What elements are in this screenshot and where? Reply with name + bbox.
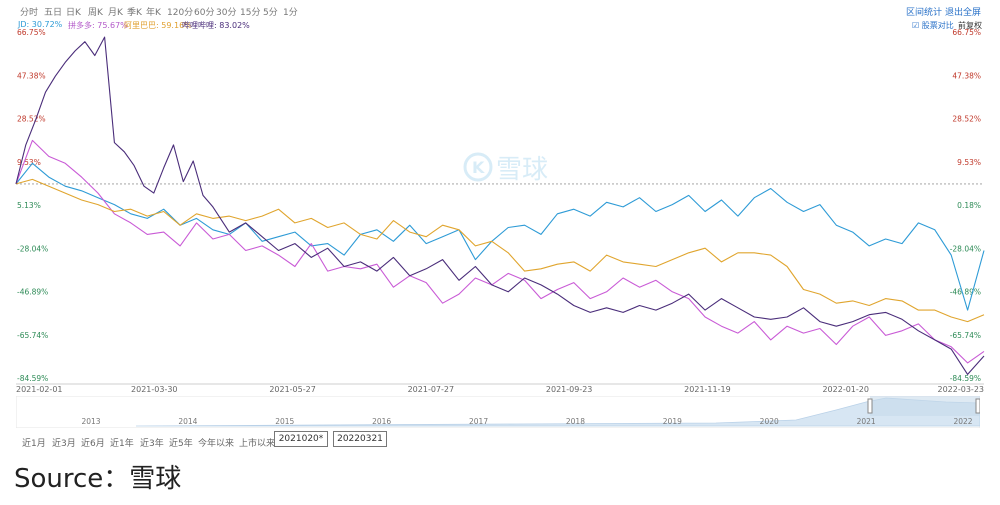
series-line-哔哩哔哩 xyxy=(15,36,985,375)
y-tick-label-left: 5.13% xyxy=(17,201,41,210)
legend-label-jd: JD xyxy=(18,20,27,29)
navigator-year-label: 2021 xyxy=(857,417,876,426)
period-tab-yearly[interactable]: 年K xyxy=(146,8,161,18)
x-tick-label: 2021-07-27 xyxy=(408,385,455,394)
legend-label-pdd: 拼多多 xyxy=(68,21,92,30)
x-axis: 2021-02-01 2021-03-30 2021-05-27 2021-07-27… xyxy=(16,385,984,394)
x-tick-label: 2022-01-20 xyxy=(822,385,869,394)
navigator-selection[interactable] xyxy=(870,396,980,416)
y-tick-label-left: 47.38% xyxy=(17,71,46,80)
navigator-year-label: 2018 xyxy=(566,417,585,426)
period-tab-5day[interactable]: 五日 xyxy=(44,8,63,18)
period-tab-daily[interactable]: 日K xyxy=(66,8,81,18)
navigator-year-label: 2017 xyxy=(469,417,488,426)
range-1y-button[interactable]: 近1年 xyxy=(110,439,134,449)
navigator-year-label: 2019 xyxy=(663,417,682,426)
watermark-text: 雪球 xyxy=(496,155,548,185)
checkbox-icon: ☑ xyxy=(912,21,922,30)
comparison-chart: K 雪球 66.75% 47.38% 28.52% 9.53% 5.13% -28.04%… xyxy=(15,28,985,394)
y-tick-label-right: 47.38% xyxy=(952,71,981,80)
period-tab-quarterly[interactable]: 季K xyxy=(127,8,142,18)
period-toolbar: 分时 五日 日K 周K 月K 季K 年K 120分 60分 30分 15分 5分… xyxy=(0,0,1000,18)
navigator-year-label: 2020 xyxy=(760,417,779,426)
legend-label-baba: 阿里巴巴 xyxy=(124,21,156,30)
y-tick-label-left: 66.75% xyxy=(17,28,46,37)
period-tab-weekly[interactable]: 周K xyxy=(88,8,103,18)
range-3m-button[interactable]: 近3月 xyxy=(52,439,76,449)
series-line-拼多多 xyxy=(15,139,985,364)
start-date-input[interactable]: 2021020* xyxy=(274,431,328,447)
watermark: K 雪球 xyxy=(463,152,548,185)
period-tab-120min[interactable]: 120分 xyxy=(167,8,194,18)
x-tick-label: 2021-02-01 xyxy=(16,385,63,394)
series-lines xyxy=(15,36,985,375)
y-tick-label-left: -84.59% xyxy=(17,374,48,383)
period-tab-5min[interactable]: 5分 xyxy=(263,8,278,18)
period-tab-30min[interactable]: 30分 xyxy=(216,8,237,18)
y-tick-label-right: 66.75% xyxy=(952,28,981,37)
end-date-input[interactable]: 20220321 xyxy=(333,431,387,447)
navigator-year-label: 2015 xyxy=(275,417,294,426)
period-tab-monthly[interactable]: 月K xyxy=(108,8,123,18)
y-tick-label-right: -28.04% xyxy=(950,244,981,253)
compare-toggle[interactable]: ☑ 股票对比 xyxy=(912,20,954,31)
range-1m-button[interactable]: 近1月 xyxy=(22,439,46,449)
legend-value-baba: 59.16% xyxy=(161,21,192,30)
x-tick-label: 2021-09-23 xyxy=(546,385,593,394)
xueqiu-logo-icon xyxy=(463,152,493,182)
period-tab-intraday[interactable]: 分时 xyxy=(20,8,39,18)
navigator-year-label: 2013 xyxy=(81,417,100,426)
y-tick-label-right: -46.89% xyxy=(950,288,981,297)
range-5y-button[interactable]: 近5年 xyxy=(169,439,193,449)
x-tick-label: 2021-05-27 xyxy=(269,385,316,394)
x-tick-label: 2022-03-23 xyxy=(938,385,985,394)
y-axis-left: 66.75% 47.38% 28.52% 9.53% 5.13% -28.04% -46.8… xyxy=(17,28,48,383)
navigator-chart: 2013 2014 2015 2016 2017 2018 2019 2020 2021 2022 xyxy=(15,395,981,429)
navigator-year-label: 2016 xyxy=(372,417,391,426)
y-tick-label-left: -46.89% xyxy=(17,288,48,297)
y-tick-label-right: 28.52% xyxy=(952,115,981,124)
x-tick-label: 2021-11-19 xyxy=(684,385,731,394)
y-tick-label-right: 0.18% xyxy=(957,201,981,210)
legend-label-bili: 哔哩哔哩 xyxy=(182,21,214,30)
navigator-right-handle[interactable] xyxy=(975,398,981,414)
range-ytd-button[interactable]: 今年以来 xyxy=(198,439,235,449)
period-tab-1min[interactable]: 1分 xyxy=(283,8,298,18)
y-axis-right: 66.75% 47.38% 28.52% 9.53% 0.18% -28.04% -46.8… xyxy=(950,28,981,383)
period-tab-15min[interactable]: 15分 xyxy=(240,8,261,18)
range-stats-button[interactable]: 区间统计 xyxy=(906,8,943,18)
legend-value-bili: 83.02% xyxy=(219,21,250,30)
navigator-left-handle[interactable] xyxy=(867,398,873,414)
watermark-logo-glyph: K xyxy=(472,158,485,177)
period-tab-60min[interactable]: 60分 xyxy=(194,8,215,18)
source-caption: Source：雪球 xyxy=(14,464,182,494)
y-tick-label-left: -28.04% xyxy=(17,244,48,253)
y-tick-label-right: -65.74% xyxy=(950,331,981,340)
y-tick-label-right: 9.53% xyxy=(957,158,981,167)
range-since-ipo-button[interactable]: 上市以来 xyxy=(239,439,276,449)
series-line-阿里巴巴 xyxy=(15,178,985,323)
legend: JD: 30.72% 拼多多: 75.67% 阿里巴巴: 59.16% 哔哩哔哩… xyxy=(18,20,982,31)
navigator-year-label: 2014 xyxy=(178,417,197,426)
x-tick-label: 2021-03-30 xyxy=(131,385,178,394)
y-tick-label-left: -65.74% xyxy=(17,331,48,340)
navigator-year-label: 2022 xyxy=(953,417,972,426)
range-3y-button[interactable]: 近3年 xyxy=(140,439,164,449)
range-navigator[interactable]: 2013 2014 2015 2016 2017 2018 2019 2020 2021 2022 xyxy=(15,395,981,429)
adjust-select[interactable]: 前复权 xyxy=(958,21,982,30)
legend-value-jd: 30.72% xyxy=(31,20,63,29)
range-6m-button[interactable]: 近6月 xyxy=(81,439,105,449)
compare-label: 股票对比 xyxy=(921,21,954,30)
y-tick-label-left: 28.52% xyxy=(17,115,46,124)
legend-value-pdd: 75.67% xyxy=(97,21,128,30)
y-tick-label-right: -84.59% xyxy=(950,374,981,383)
exit-fullscreen-button[interactable]: 退出全屏 xyxy=(945,8,982,18)
y-tick-label-left: 9.53% xyxy=(17,158,41,167)
